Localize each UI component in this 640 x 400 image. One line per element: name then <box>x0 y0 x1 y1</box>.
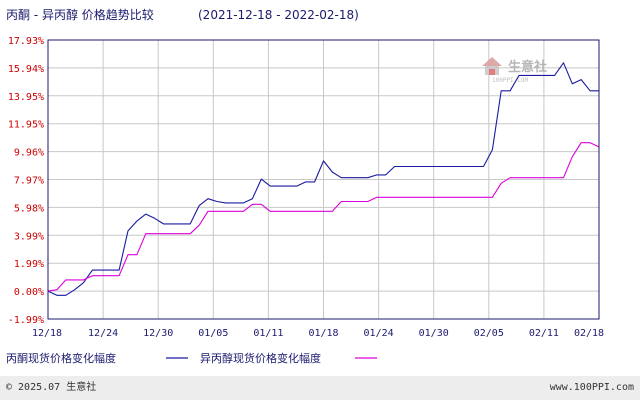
chart-date-range: (2021-12-18 - 2022-02-18) <box>198 8 359 22</box>
legend-label-acetone: 丙酮现货价格变化幅度 <box>6 351 116 365</box>
x-tick-label: 12/18 <box>32 328 62 339</box>
x-tick-label: 01/11 <box>253 328 283 339</box>
y-axis-ticks: 17.93% 15.94% 13.95% 11.95% 9.96% 7.97% 5.98% 3… <box>8 36 44 326</box>
x-axis-ticks: 12/18 12/24 12/30 01/05 01/11 01/18 01/24 01/30… <box>32 328 604 339</box>
y-tick-label: 9.96% <box>14 148 44 159</box>
series-lines <box>47 62 600 296</box>
x-tick-label: 02/18 <box>574 328 604 339</box>
y-tick-label: 17.93% <box>8 36 44 47</box>
footer-bar <box>0 376 640 400</box>
x-tick-label: 02/11 <box>529 328 559 339</box>
y-tick-label: 0.00% <box>14 287 44 298</box>
y-tick-label: 15.94% <box>8 64 44 75</box>
x-tick-label: 01/05 <box>198 328 228 339</box>
legend: 丙酮现货价格变化幅度 异丙醇现货价格变化幅度 <box>6 351 377 365</box>
x-tick-label: 01/24 <box>364 328 394 339</box>
watermark-subtext: 100PPI.COM <box>492 77 529 84</box>
y-tick-label: 3.99% <box>14 231 44 242</box>
y-tick-label: -1.99% <box>8 315 44 326</box>
legend-label-isopropanol: 异丙醇现货价格变化幅度 <box>200 351 321 365</box>
x-tick-label: 12/30 <box>143 328 173 339</box>
chart-title: 丙酮 - 异丙醇 价格趋势比较 <box>6 7 154 22</box>
y-tick-label: 5.98% <box>14 203 44 214</box>
x-tick-label: 12/24 <box>88 328 118 339</box>
x-tick-label: 01/18 <box>308 328 338 339</box>
watermark-logo-icon <box>482 57 502 75</box>
footer-website-link[interactable]: www.100PPI.com <box>550 382 634 393</box>
y-tick-label: 1.99% <box>14 259 44 270</box>
plot-frame <box>47 39 600 320</box>
watermark-text: 生意社 <box>508 59 547 75</box>
y-tick-label: 11.95% <box>8 120 44 131</box>
watermark: 生意社 100PPI.COM <box>482 57 547 84</box>
x-tick-label: 01/30 <box>419 328 449 339</box>
series-line-acetone <box>47 62 599 296</box>
series-line-isopropanol <box>47 142 600 292</box>
y-tick-label: 7.97% <box>14 176 44 187</box>
x-tick-label: 02/05 <box>474 328 504 339</box>
footer-copyright: © 2025.07 生意社 <box>6 380 96 393</box>
y-tick-label: 13.95% <box>8 92 44 103</box>
